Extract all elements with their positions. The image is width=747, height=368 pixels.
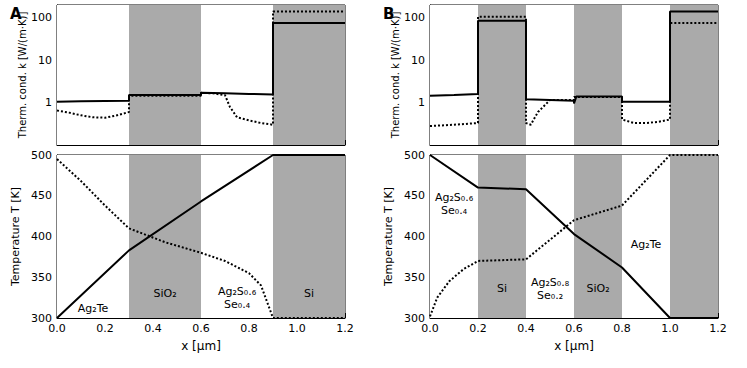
svg-text:SiO₂: SiO₂ (586, 282, 609, 295)
svg-text:Si: Si (497, 282, 507, 295)
svg-text:Ag₂S₀.₈: Ag₂S₀.₈ (531, 276, 570, 289)
svg-text:Temperature T [K]: Temperature T [K] (9, 187, 22, 287)
svg-text:B: B (383, 5, 394, 23)
svg-text:1: 1 (418, 96, 425, 109)
svg-text:0.2: 0.2 (96, 322, 114, 335)
svg-text:Se₀.₄: Se₀.₄ (441, 204, 468, 217)
svg-text:500: 500 (31, 149, 52, 162)
svg-text:300: 300 (31, 311, 52, 325)
svg-text:1.2: 1.2 (336, 322, 354, 335)
svg-text:350: 350 (404, 271, 425, 284)
svg-text:x [μm]: x [μm] (554, 339, 594, 353)
svg-text:100: 100 (31, 11, 52, 24)
svg-text:0.8: 0.8 (240, 322, 258, 335)
svg-text:Se₀.₂: Se₀.₂ (537, 289, 563, 302)
svg-text:500: 500 (404, 149, 425, 162)
svg-text:Se₀.₄: Se₀.₄ (224, 298, 251, 311)
svg-text:1.0: 1.0 (661, 322, 679, 335)
svg-text:350: 350 (31, 271, 52, 284)
svg-text:SiO₂: SiO₂ (153, 287, 176, 300)
svg-text:100: 100 (404, 11, 425, 24)
svg-text:x [μm]: x [μm] (181, 339, 221, 353)
svg-text:Ag₂S₀.₆: Ag₂S₀.₆ (435, 191, 474, 204)
svg-text:1.0: 1.0 (288, 322, 306, 335)
svg-text:0.0: 0.0 (48, 322, 66, 335)
svg-text:0.0: 0.0 (421, 322, 439, 335)
svg-text:Ag₂S₀.₆: Ag₂S₀.₆ (218, 285, 257, 298)
svg-text:0.4: 0.4 (144, 322, 162, 335)
svg-text:0.6: 0.6 (192, 322, 210, 335)
svg-text:400: 400 (404, 230, 425, 243)
svg-text:1.2: 1.2 (709, 322, 727, 335)
svg-text:1: 1 (45, 96, 52, 109)
svg-text:0.6: 0.6 (565, 322, 583, 335)
svg-text:Ag₂Te: Ag₂Te (78, 302, 109, 315)
svg-text:0.2: 0.2 (469, 322, 487, 335)
svg-text:Therm. cond. k [W/(m·K)]: Therm. cond. k [W/(m·K)] (390, 12, 401, 140)
svg-text:400: 400 (31, 230, 52, 243)
svg-text:0.4: 0.4 (517, 322, 535, 335)
svg-text:Ag₂Te: Ag₂Te (631, 238, 662, 251)
svg-text:Temperature T [K]: Temperature T [K] (382, 187, 395, 287)
svg-text:300: 300 (404, 311, 425, 325)
svg-text:0.8: 0.8 (613, 322, 631, 335)
svg-text:Therm. cond. k [W/(m·K)]: Therm. cond. k [W/(m·K)] (17, 12, 28, 140)
svg-text:A: A (10, 5, 22, 23)
svg-text:450: 450 (404, 189, 425, 202)
svg-text:10: 10 (411, 54, 425, 67)
svg-text:10: 10 (38, 54, 52, 67)
svg-text:450: 450 (31, 189, 52, 202)
svg-text:Si: Si (304, 287, 314, 300)
